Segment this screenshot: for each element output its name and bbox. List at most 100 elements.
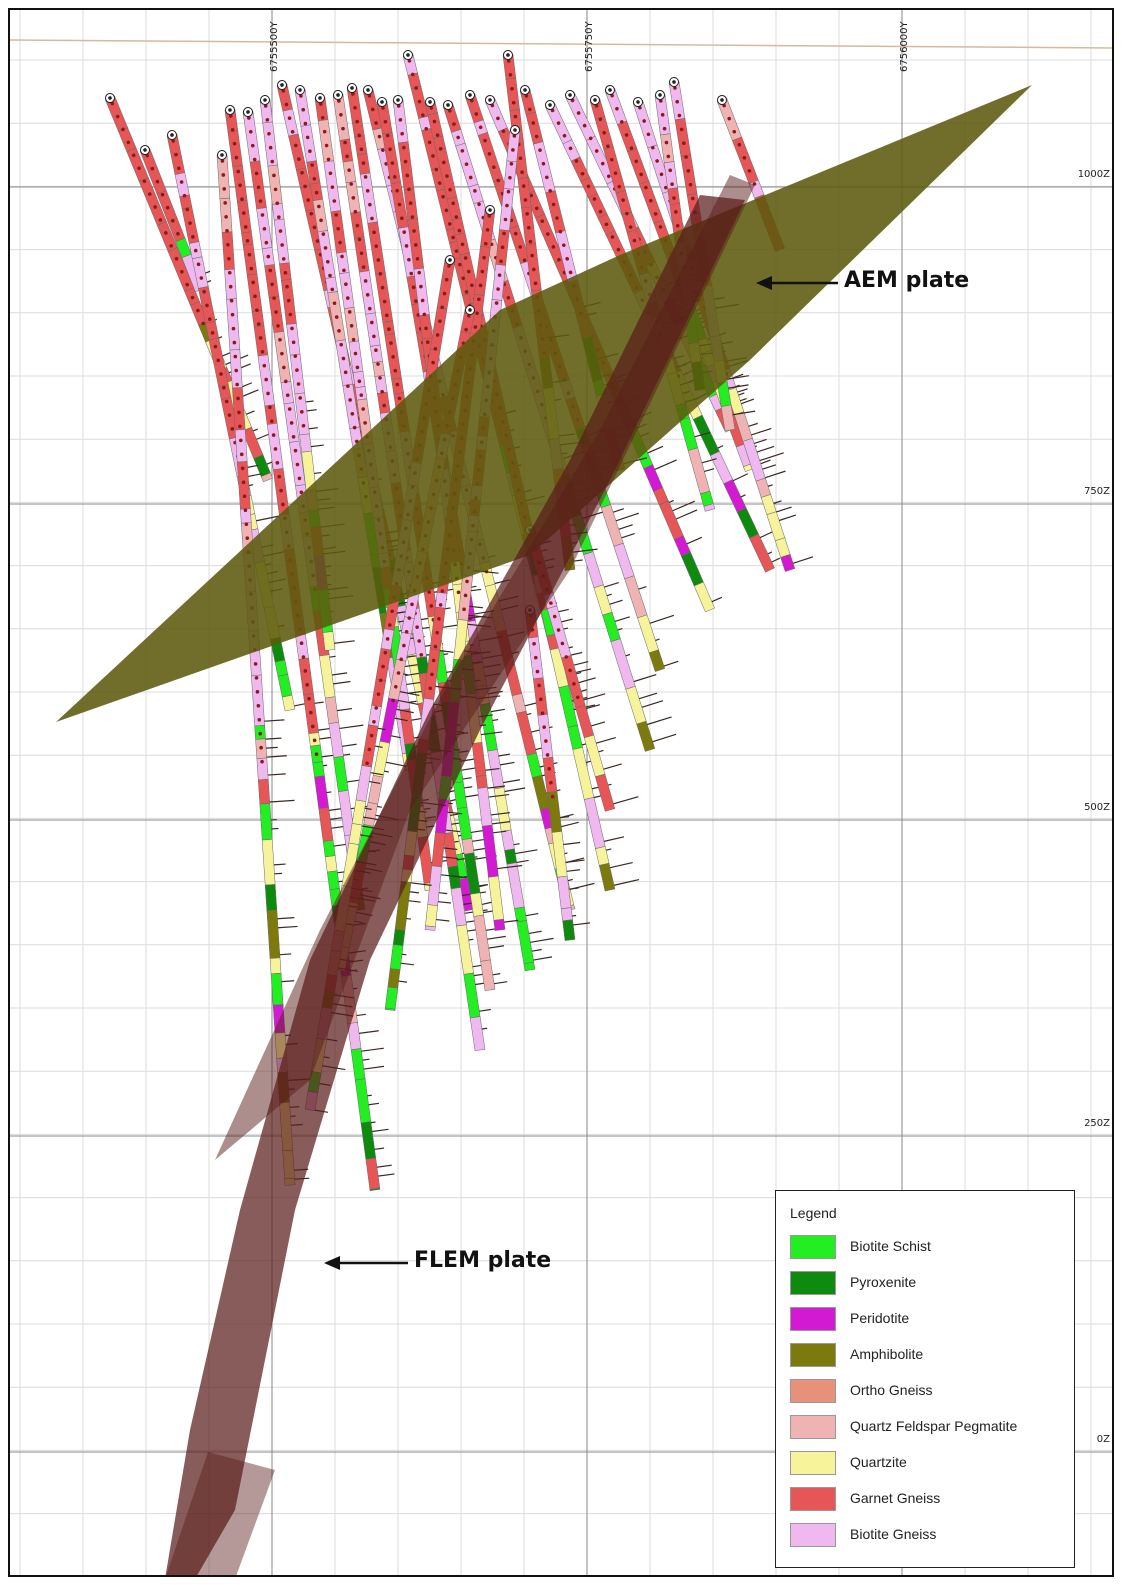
collar-dot bbox=[280, 83, 284, 87]
garnet-dot bbox=[256, 185, 261, 190]
garnet-dot bbox=[201, 321, 206, 326]
garnet-dot bbox=[328, 171, 333, 176]
garnet-dot bbox=[271, 433, 276, 437]
hole-interval bbox=[600, 504, 624, 547]
garnet-dot bbox=[461, 276, 466, 281]
assay-bar bbox=[740, 398, 747, 402]
garnet-dot bbox=[378, 678, 383, 683]
assay-bar bbox=[281, 980, 295, 983]
assay-bar bbox=[525, 912, 539, 917]
garnet-dot bbox=[350, 411, 355, 416]
garnet-dot bbox=[548, 189, 553, 193]
hole-interval bbox=[516, 710, 537, 756]
legend-item-pyroxenite: Pyroxenite bbox=[790, 1269, 1070, 1297]
hole-interval bbox=[274, 659, 289, 677]
garnet-dot bbox=[407, 616, 412, 620]
garnet-dot bbox=[513, 114, 518, 119]
garnet-dot bbox=[213, 344, 218, 349]
garnet-dot bbox=[679, 127, 684, 132]
hole-interval bbox=[365, 312, 381, 347]
garnet-dot bbox=[374, 706, 379, 710]
garnet-dot bbox=[444, 208, 449, 213]
assay-bar bbox=[361, 1047, 384, 1052]
garnet-dot bbox=[431, 154, 435, 158]
garnet-dot bbox=[279, 488, 283, 493]
legend: Legend Biotite Schist Pyroxenite Peridot… bbox=[775, 1190, 1075, 1568]
garnet-dot bbox=[532, 641, 536, 646]
assay-bar bbox=[485, 767, 500, 771]
assay-bar bbox=[598, 749, 604, 753]
garnet-dot bbox=[228, 284, 233, 289]
garnet-dot bbox=[242, 211, 246, 215]
garnet-dot bbox=[670, 182, 674, 186]
assay-bar bbox=[751, 427, 772, 436]
garnet-dot bbox=[456, 590, 461, 595]
garnet-dot bbox=[651, 145, 655, 150]
garnet-dot bbox=[522, 258, 527, 263]
garnet-dot bbox=[397, 202, 402, 207]
garnet-dot bbox=[293, 143, 298, 148]
garnet-dot bbox=[224, 399, 229, 404]
garnet-dot bbox=[478, 283, 483, 288]
garnet-dot bbox=[262, 363, 267, 368]
hole-interval bbox=[118, 127, 137, 153]
legend-label: Peridotite bbox=[850, 1310, 910, 1326]
hole-interval bbox=[322, 839, 336, 858]
assay-bar bbox=[573, 559, 583, 562]
garnet-dot bbox=[237, 410, 241, 415]
garnet-dot bbox=[624, 133, 629, 137]
garnet-dot bbox=[451, 235, 455, 240]
garnet-dot bbox=[245, 239, 250, 243]
hole-interval bbox=[624, 575, 648, 619]
garnet-dot bbox=[470, 283, 474, 288]
assay-bar bbox=[515, 849, 538, 855]
hole-interval bbox=[431, 832, 446, 868]
garnet-dot bbox=[506, 59, 511, 63]
garnet-dot bbox=[300, 410, 304, 414]
garnet-dot bbox=[564, 655, 569, 659]
hole-interval bbox=[330, 210, 347, 254]
hole-interval bbox=[312, 761, 325, 778]
assay-bar bbox=[563, 841, 581, 846]
assay-bar bbox=[467, 929, 476, 932]
garnet-dot bbox=[158, 218, 163, 222]
assay-bar bbox=[493, 830, 507, 834]
legend-swatch bbox=[790, 1235, 836, 1259]
hole-interval bbox=[749, 533, 775, 573]
section-frame: 6755500Y 6755750Y 6756000Y 1000Z 750Z 50… bbox=[8, 8, 1114, 1577]
assay-bar bbox=[490, 812, 510, 816]
garnet-dot bbox=[115, 114, 120, 119]
garnet-dot bbox=[174, 256, 179, 261]
garnet-dot bbox=[182, 193, 187, 198]
garnet-dot bbox=[500, 245, 505, 250]
garnet-dot bbox=[153, 205, 157, 209]
garnet-dot bbox=[437, 181, 442, 185]
hole-interval bbox=[643, 464, 663, 492]
assay-bar bbox=[504, 787, 526, 793]
garnet-dot bbox=[428, 686, 433, 691]
hole-interval bbox=[736, 507, 759, 539]
garnet-dot bbox=[272, 173, 276, 178]
hole-interval bbox=[208, 337, 229, 388]
hole-interval bbox=[471, 742, 487, 777]
hole-interval bbox=[269, 957, 282, 975]
garnet-dot bbox=[410, 215, 415, 219]
garnet-dot bbox=[337, 99, 341, 103]
garnet-dot bbox=[432, 119, 437, 124]
garnet-dot bbox=[417, 270, 422, 275]
hole-interval bbox=[477, 132, 504, 183]
assay-bar bbox=[704, 468, 715, 473]
hole-interval bbox=[221, 231, 235, 271]
garnet-dot bbox=[196, 262, 201, 267]
garnet-dot bbox=[511, 100, 516, 105]
assay-bar bbox=[701, 458, 717, 464]
hole-interval bbox=[262, 121, 278, 167]
assay-bar bbox=[694, 431, 711, 438]
hole-interval bbox=[473, 914, 491, 962]
garnet-dot bbox=[268, 405, 272, 410]
garnet-dot bbox=[227, 256, 231, 261]
hole-interval bbox=[324, 696, 339, 724]
garnet-dot bbox=[381, 148, 385, 153]
garnet-dot bbox=[348, 398, 352, 402]
assay-bar bbox=[492, 718, 499, 722]
